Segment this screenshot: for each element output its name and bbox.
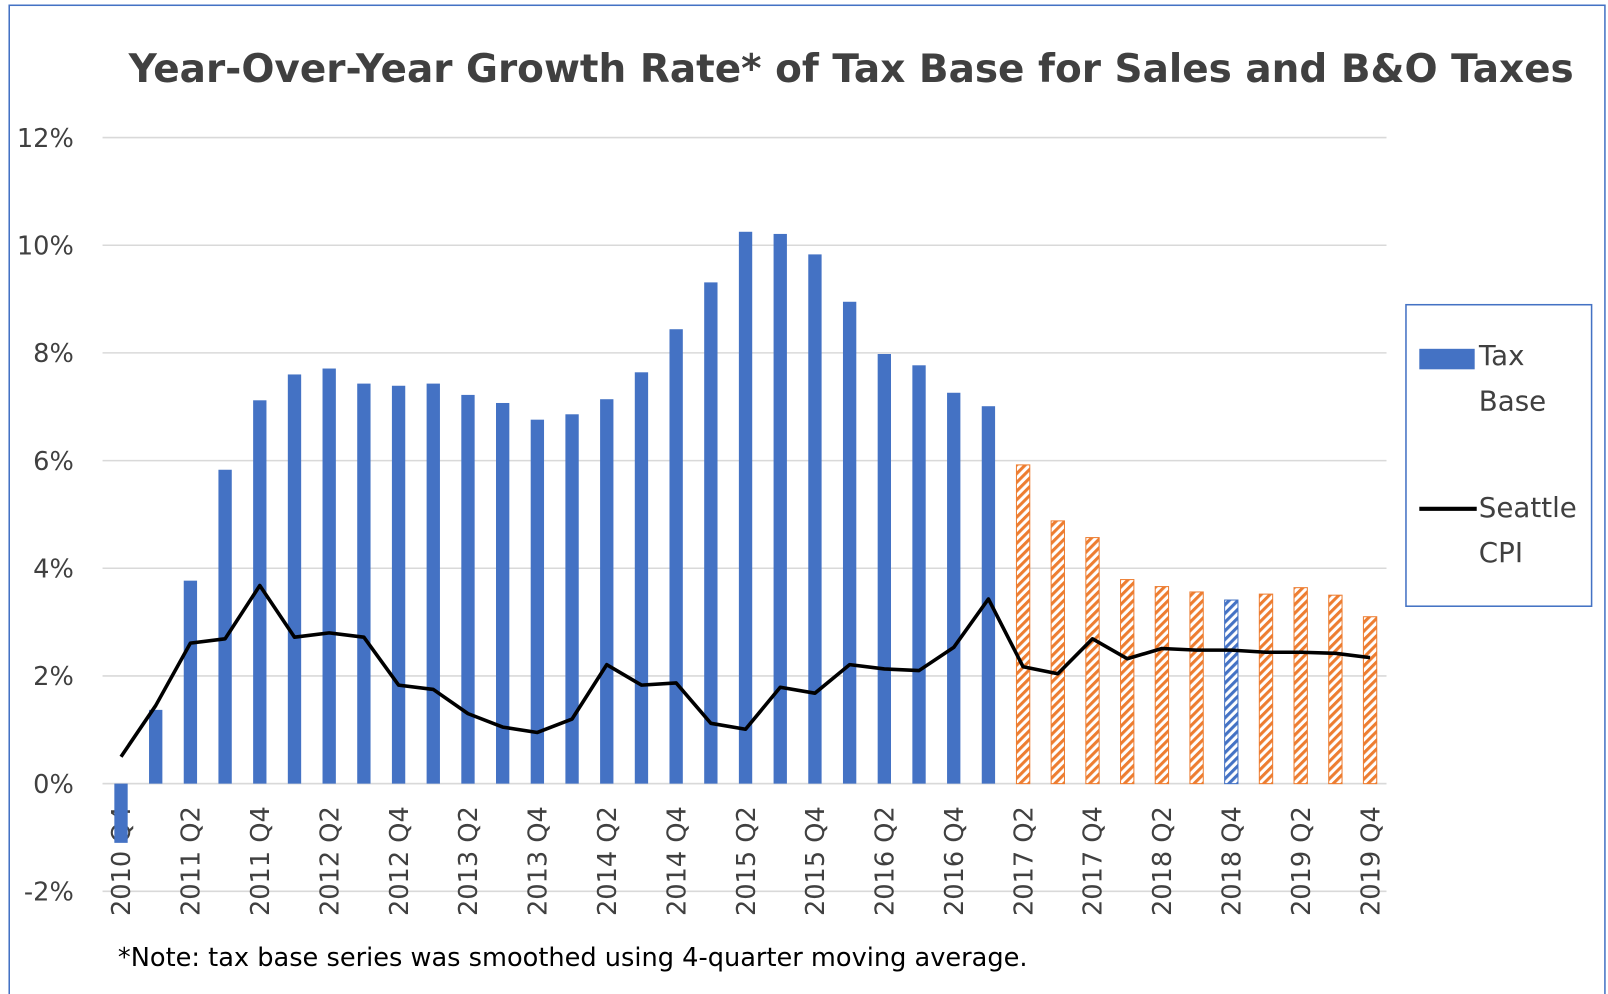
- x-tick-label: 2015 Q4: [801, 806, 831, 916]
- x-tick-label: 2018 Q4: [1218, 806, 1248, 916]
- x-tick-label: 2016 Q4: [940, 806, 970, 916]
- x-tick-label: 2019 Q2: [1287, 806, 1317, 916]
- y-tick-label: 2%: [33, 662, 74, 692]
- bar: [981, 406, 996, 784]
- y-tick-label: 4%: [33, 555, 74, 585]
- bar: [114, 783, 128, 843]
- y-tick-label: 8%: [33, 339, 74, 369]
- bar: [842, 301, 857, 784]
- bar: [947, 392, 961, 784]
- bar: [1362, 616, 1378, 785]
- bar: [912, 365, 926, 784]
- note: *Note: tax base series was smoothed usin…: [118, 943, 1028, 973]
- legend-entry: Tax Base: [1478, 340, 1547, 418]
- legend-entry: Seattle CPI: [1478, 492, 1577, 570]
- x-tick-label: 2011 Q4: [246, 806, 276, 916]
- bar: [808, 254, 822, 784]
- bar: [253, 400, 267, 784]
- bar: [391, 385, 406, 784]
- bar: [704, 282, 718, 784]
- y-tick-label: 0%: [33, 770, 74, 800]
- bar: [634, 372, 649, 784]
- x-tick-label: 2015 Q2: [732, 806, 762, 916]
- bar: [600, 399, 614, 784]
- x-tick-label: 2017 Q2: [1009, 806, 1039, 916]
- bar: [496, 402, 510, 784]
- bar: [1293, 587, 1308, 785]
- bar: [1224, 599, 1239, 785]
- bar: [1015, 464, 1031, 785]
- y-tick-label: 10%: [17, 231, 74, 261]
- legend-swatch: [1419, 348, 1475, 370]
- legend-label: Seattle CPI: [1478, 492, 1577, 570]
- bar: [1154, 586, 1170, 785]
- x-tick-label: 2011 Q2: [177, 806, 207, 916]
- bar: [1050, 520, 1065, 785]
- y-tick-label: 6%: [33, 447, 74, 477]
- x-tick-label: 2018 Q2: [1148, 806, 1178, 916]
- bar: [183, 580, 198, 784]
- bar: [877, 353, 891, 784]
- bar: [426, 383, 440, 784]
- x-tick-label: 2016 Q2: [871, 806, 901, 916]
- bar: [218, 469, 232, 784]
- x-tick-label: 2014 Q4: [662, 806, 692, 916]
- y-tick-label: 12%: [17, 124, 74, 154]
- x-tick-label: 2014 Q2: [593, 806, 623, 916]
- frame: [8, 4, 1606, 994]
- bar: [565, 414, 579, 784]
- bar: [1328, 594, 1343, 785]
- bar: [1120, 579, 1135, 785]
- x-tick-label: 2019 Q4: [1356, 806, 1386, 916]
- bar: [357, 383, 371, 784]
- bar: [1085, 537, 1100, 785]
- bar: [287, 374, 302, 784]
- y-tick-label: -2%: [24, 878, 74, 908]
- x-tick-label: 2012 Q2: [315, 806, 345, 916]
- bar: [322, 368, 336, 784]
- bar: [1189, 591, 1204, 785]
- bar: [461, 394, 475, 784]
- line: [119, 583, 1371, 758]
- legend-label: Tax Base: [1478, 340, 1547, 418]
- bar: [149, 709, 163, 784]
- bar: [669, 329, 683, 784]
- bar: [530, 419, 545, 784]
- x-tick-label: 2013 Q2: [454, 806, 484, 916]
- x-tick-label: 2017 Q4: [1079, 806, 1109, 916]
- bar: [738, 231, 753, 784]
- bar: [773, 233, 787, 784]
- x-tick-label: 2013 Q4: [524, 806, 554, 916]
- chart-title: Year-Over-Year Growth Rate* of Tax Base …: [128, 47, 1574, 92]
- bar: [1258, 593, 1274, 785]
- x-tick-label: 2012 Q4: [385, 806, 415, 916]
